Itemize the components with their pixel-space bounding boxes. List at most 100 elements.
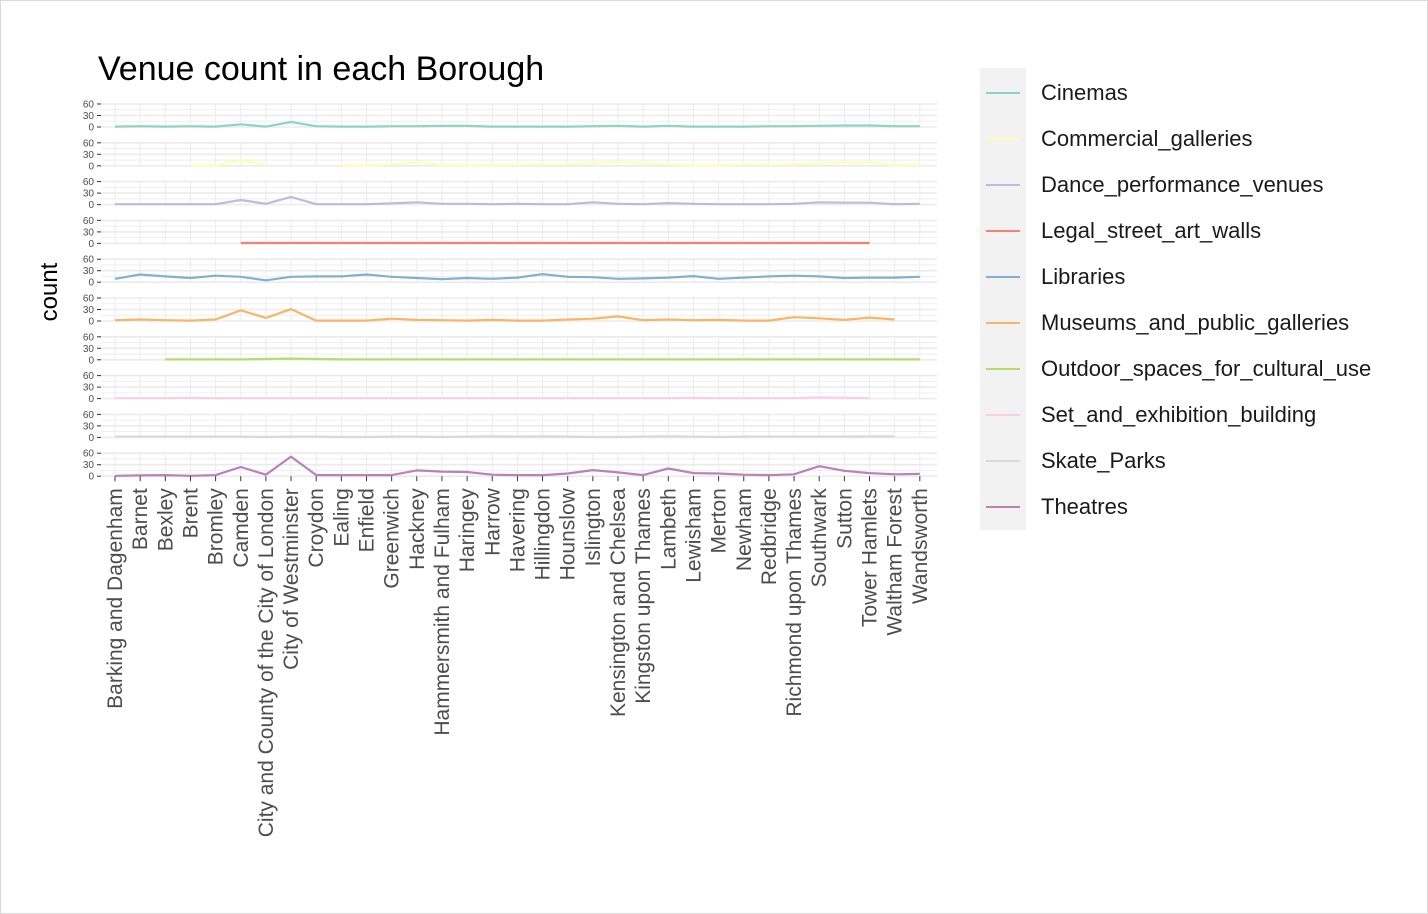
legend-swatch xyxy=(980,400,1026,430)
x-tick-label: Lambeth xyxy=(657,488,680,570)
series-line-theatres xyxy=(114,455,920,477)
legend-item: Set_and_exhibition_building xyxy=(980,400,1316,430)
y-tick-label: 60 xyxy=(83,332,95,343)
legend-item: Legal_street_art_walls xyxy=(980,216,1261,246)
legend-label: Theatres xyxy=(1041,494,1128,519)
y-tick-label: 60 xyxy=(83,216,95,227)
x-tick-label: Richmond upon Thames xyxy=(783,488,806,716)
x-tick-label: City of Westminster xyxy=(280,488,303,670)
legend-swatch xyxy=(980,124,1026,154)
legend-swatch xyxy=(980,308,1026,338)
y-tick-label: 60 xyxy=(83,100,95,111)
y-tick-label: 30 xyxy=(83,150,95,161)
y-tick-label: 0 xyxy=(88,123,94,134)
y-tick-label: 60 xyxy=(83,177,95,188)
y-tick-label: 0 xyxy=(88,200,94,211)
legend-label: Set_and_exhibition_building xyxy=(1041,402,1317,427)
legend-swatch xyxy=(980,262,1026,292)
y-tick-label: 30 xyxy=(83,460,95,471)
series-line-outdoor-spaces-for-cultural-use xyxy=(165,357,920,361)
x-tick-label: Greenwich xyxy=(381,488,404,588)
y-tick-label: 30 xyxy=(83,305,95,316)
x-tick-label: Waltham Forest xyxy=(884,488,907,636)
x-tick-label: Barnet xyxy=(129,488,152,550)
legend-item: Cinemas xyxy=(980,78,1128,108)
legend-label: Cinemas xyxy=(1041,80,1128,105)
series-line-set-and-exhibition-building xyxy=(115,396,870,400)
y-tick-label: 30 xyxy=(83,189,95,200)
x-tick-label: Enfield xyxy=(356,488,379,552)
legend-label: Skate_Parks xyxy=(1041,448,1166,473)
facet-panels: 0306003060030600306003060030600306003060… xyxy=(83,100,937,483)
legend-swatch xyxy=(980,354,1026,384)
x-tick-label: Hackney xyxy=(406,488,429,570)
x-tick-label: Brent xyxy=(179,488,202,538)
legend-swatch xyxy=(980,216,1026,246)
x-tick-label: Kingston upon Thames xyxy=(632,488,655,704)
x-tick-label: Merton xyxy=(708,488,731,553)
legend-item: Museums_and_public_galleries xyxy=(980,308,1349,338)
x-tick-label: Harrow xyxy=(481,487,504,556)
x-tick-label: Newham xyxy=(733,488,756,571)
legend-swatch xyxy=(980,78,1026,108)
x-tick-label: Haringey xyxy=(456,488,479,573)
y-tick-label: 60 xyxy=(83,138,95,149)
legend-item: Libraries xyxy=(980,262,1125,292)
x-tick-label: Islington xyxy=(582,488,605,566)
x-tick-label: Bromley xyxy=(205,488,228,566)
x-tick-label: Hammersmith and Fulham xyxy=(431,488,454,735)
y-tick-label: 60 xyxy=(83,371,95,382)
legend-item: Outdoor_spaces_for_cultural_use xyxy=(980,354,1371,384)
series-line-commercial-galleries xyxy=(341,160,920,167)
y-tick-label: 30 xyxy=(83,111,95,122)
series-line-museums-and-public-galleries xyxy=(114,308,895,322)
legend-item: Theatres xyxy=(980,492,1128,522)
y-tick-label: 0 xyxy=(88,317,94,328)
x-tick-label: Tower Hamlets xyxy=(859,488,882,627)
series-line-libraries xyxy=(114,273,920,282)
series-line-commercial-galleries xyxy=(190,159,267,167)
y-tick-label: 60 xyxy=(83,449,95,460)
legend-swatch xyxy=(980,492,1026,522)
y-tick-label: 0 xyxy=(88,433,94,444)
x-tick-label: Lewisham xyxy=(682,488,705,583)
legend-label: Commercial_galleries xyxy=(1041,126,1253,151)
y-axis-label: count xyxy=(36,262,63,321)
x-tick-label: Sutton xyxy=(833,488,856,549)
legend-label: Libraries xyxy=(1041,264,1126,289)
x-axis: Barking and Dagenham Barnet Bexley Brent Bro… xyxy=(104,476,932,837)
x-tick-label: Redbridge xyxy=(758,488,781,585)
legend-label: Dance_performance_venues xyxy=(1041,172,1324,197)
legend-item: Dance_performance_venues xyxy=(980,170,1324,200)
x-tick-label: Bexley xyxy=(154,488,177,552)
y-tick-label: 0 xyxy=(88,355,94,366)
y-tick-label: 0 xyxy=(88,161,94,172)
y-tick-label: 30 xyxy=(83,227,95,238)
x-tick-label: Hounslow xyxy=(557,487,580,580)
x-tick-label: Hillingdon xyxy=(532,488,555,580)
series-line-dance-performance-venues xyxy=(115,195,920,206)
x-tick-label: Croydon xyxy=(305,488,328,567)
series-line-skate-parks xyxy=(115,435,895,439)
series-line-cinemas xyxy=(114,120,920,128)
y-tick-label: 30 xyxy=(83,266,95,277)
x-tick-label: Camden xyxy=(230,488,253,567)
x-tick-label: City and County of the City of London xyxy=(255,488,278,837)
legend-label: Outdoor_spaces_for_cultural_use xyxy=(1041,356,1372,381)
legend-swatch xyxy=(980,170,1026,200)
y-tick-label: 60 xyxy=(83,410,95,421)
x-tick-label: Wandsworth xyxy=(909,488,932,604)
x-tick-label: Barking and Dagenham xyxy=(104,488,127,709)
x-tick-label: Southwark xyxy=(808,488,831,588)
legend-label: Museums_and_public_galleries xyxy=(1041,310,1350,335)
y-tick-label: 60 xyxy=(83,255,95,266)
y-tick-label: 30 xyxy=(83,421,95,432)
